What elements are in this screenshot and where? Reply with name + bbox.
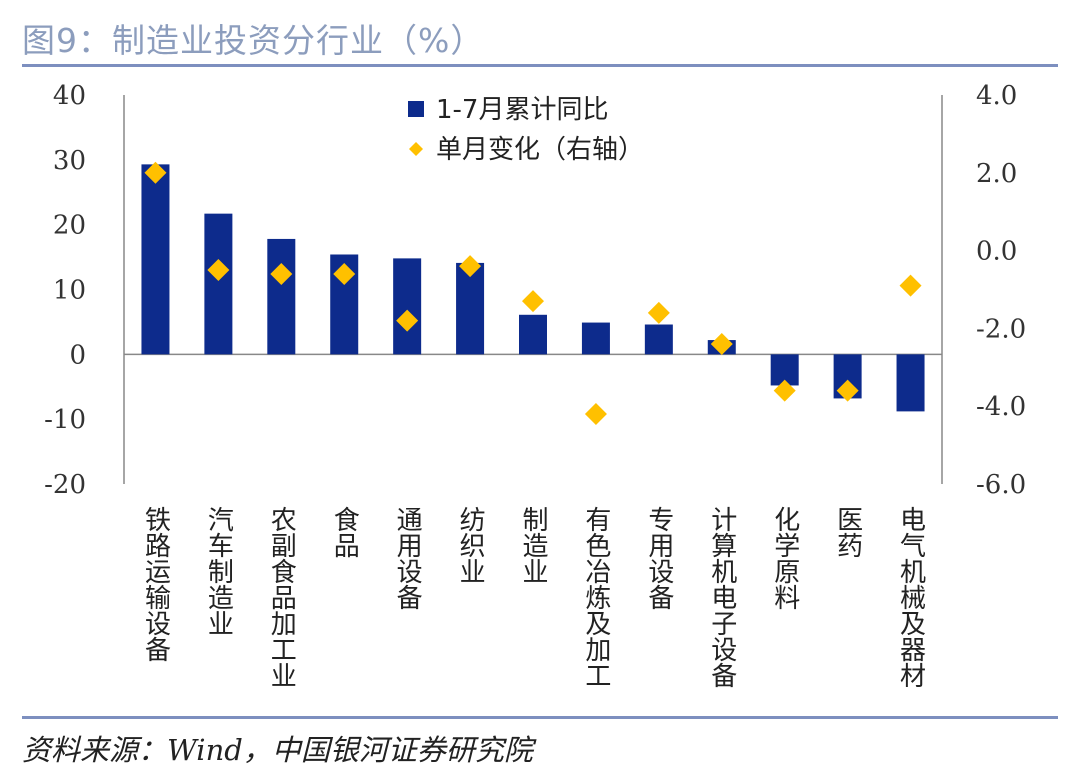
bar — [204, 213, 233, 355]
right-axis-ticks: 4.0 2.0 0.0 -2.0 -4.0 -6.0 — [976, 81, 1026, 500]
left-tick-label: 30 — [53, 146, 86, 176]
category-label: 铁路运输设备 — [140, 506, 170, 662]
marker-point — [333, 262, 356, 285]
source-rule — [22, 716, 1058, 719]
legend-marker-swatch — [409, 142, 423, 156]
right-tick-label: -4.0 — [976, 392, 1026, 422]
marker-point — [647, 301, 670, 324]
category-label: 食品 — [329, 506, 359, 558]
title-rule — [22, 64, 1058, 67]
category-label: 农副食品加工业 — [266, 506, 296, 688]
chart-title: 图9：制造业投资分行业（%） — [22, 21, 485, 60]
marker-point — [144, 161, 167, 184]
legend-bar-swatch — [408, 101, 424, 117]
category-label: 制造业 — [518, 506, 548, 584]
bar — [896, 354, 925, 412]
marker-point — [522, 290, 544, 313]
source-note: 资料来源：Wind，中国银河证券研究院 — [22, 733, 533, 767]
bar — [267, 238, 296, 355]
bar — [581, 322, 610, 355]
bar — [141, 164, 170, 355]
category-label: 有色冶炼及加工 — [581, 506, 611, 688]
marker-series — [144, 161, 922, 425]
category-label: 通用设备 — [392, 506, 422, 610]
marker-point — [773, 379, 796, 402]
marker-point — [710, 332, 733, 355]
right-tick-label: 2.0 — [976, 159, 1017, 189]
marker-point — [836, 379, 859, 402]
category-label: 专用设备 — [644, 506, 674, 610]
category-label: 计算机电子设备 — [707, 506, 737, 688]
marker-point — [584, 402, 607, 425]
legend: 1-7月累计同比 单月变化（右轴） — [408, 95, 644, 165]
category-label: 医药 — [833, 506, 863, 558]
bar — [519, 314, 547, 355]
left-tick-label: -20 — [44, 470, 86, 500]
bar-series — [141, 164, 925, 412]
left-tick-label: -10 — [44, 405, 86, 435]
right-tick-label: -2.0 — [976, 314, 1026, 344]
left-tick-label: 40 — [53, 81, 86, 111]
right-tick-label: -6.0 — [976, 470, 1026, 500]
right-tick-label: 0.0 — [976, 237, 1017, 267]
category-label: 汽车制造业 — [203, 506, 233, 636]
category-labels: 铁路运输设备 汽车制造业 农副食品加工业 食品 通用设备 纺织业 制造业 有色冶炼及加工 专用设… — [140, 506, 925, 688]
bar — [644, 324, 673, 355]
category-label: 纺织业 — [455, 506, 485, 584]
left-tick-label: 0 — [69, 340, 86, 370]
left-tick-label: 10 — [53, 276, 86, 306]
right-tick-label: 4.0 — [976, 81, 1017, 111]
legend-bar-label: 1-7月累计同比 — [436, 95, 608, 125]
marker-point — [270, 262, 293, 285]
left-tick-label: 20 — [53, 211, 86, 241]
bar — [456, 262, 485, 355]
marker-point — [396, 309, 419, 332]
marker-point — [207, 259, 230, 282]
bar — [393, 258, 422, 355]
legend-marker-label: 单月变化（右轴） — [436, 135, 644, 165]
category-label: 化学原料 — [770, 506, 800, 610]
marker-point — [459, 255, 482, 278]
marker-point — [899, 274, 922, 297]
category-label: 电气机械及器材 — [896, 506, 926, 688]
left-axis-ticks: 40 30 20 10 0 -10 -20 — [44, 81, 86, 500]
